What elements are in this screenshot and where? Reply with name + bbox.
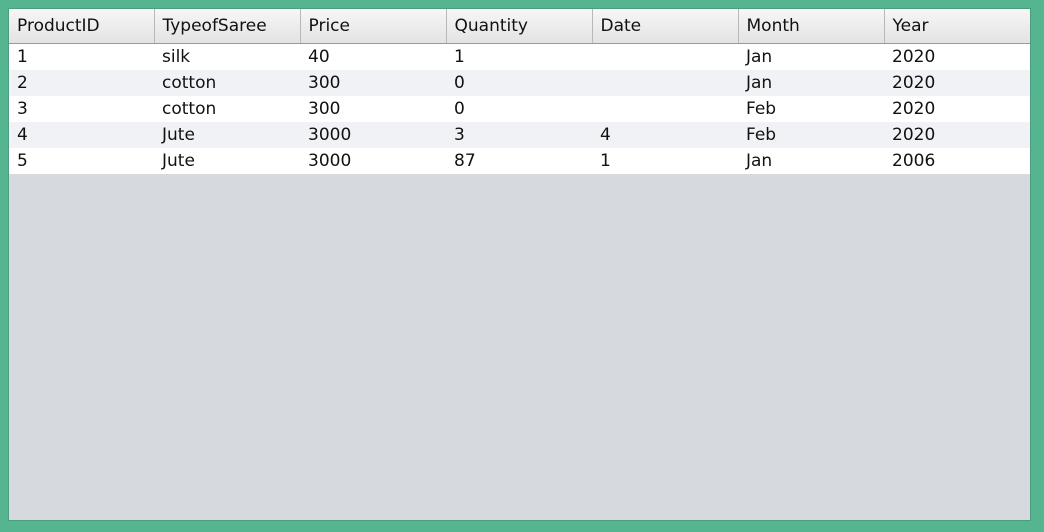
column-header-typeofsaree[interactable]: TypeofSaree [154, 9, 301, 44]
column-header-productid[interactable]: ProductID [9, 9, 155, 44]
column-header-date[interactable]: Date [592, 9, 739, 44]
table-row[interactable]: 4 Jute 3000 3 4 Feb 2020 [9, 122, 1030, 148]
cell-month[interactable]: Jan [738, 148, 884, 174]
cell-quantity[interactable]: 0 [446, 70, 592, 96]
cell-date[interactable]: 1 [592, 148, 738, 174]
cell-year[interactable]: 2020 [884, 70, 1030, 96]
cell-quantity[interactable]: 3 [446, 122, 592, 148]
cell-quantity[interactable]: 1 [446, 43, 592, 70]
cell-year[interactable]: 2020 [884, 122, 1030, 148]
cell-typeofsaree[interactable]: silk [154, 43, 300, 70]
cell-date[interactable] [592, 96, 738, 122]
cell-date[interactable]: 4 [592, 122, 738, 148]
table-row[interactable]: 5 Jute 3000 87 1 Jan 2006 [9, 148, 1030, 174]
cell-month[interactable]: Feb [738, 122, 884, 148]
cell-price[interactable]: 40 [300, 43, 446, 70]
column-header-year[interactable]: Year [884, 9, 1030, 44]
cell-productid[interactable]: 5 [9, 148, 154, 174]
table-row[interactable]: 2 cotton 300 0 Jan 2020 [9, 70, 1030, 96]
saree-table: ProductID TypeofSaree Price Quantity Dat… [9, 9, 1030, 174]
cell-typeofsaree[interactable]: Jute [154, 148, 300, 174]
cell-date[interactable] [592, 43, 738, 70]
cell-typeofsaree[interactable]: Jute [154, 122, 300, 148]
cell-productid[interactable]: 3 [9, 96, 154, 122]
cell-month[interactable]: Feb [738, 96, 884, 122]
cell-price[interactable]: 3000 [300, 148, 446, 174]
cell-typeofsaree[interactable]: cotton [154, 70, 300, 96]
column-header-price[interactable]: Price [300, 9, 447, 44]
cell-price[interactable]: 3000 [300, 122, 446, 148]
cell-productid[interactable]: 1 [9, 43, 154, 70]
cell-typeofsaree[interactable]: cotton [154, 96, 300, 122]
cell-price[interactable]: 300 [300, 70, 446, 96]
cell-month[interactable]: Jan [738, 70, 884, 96]
cell-productid[interactable]: 4 [9, 122, 154, 148]
cell-productid[interactable]: 2 [9, 70, 154, 96]
cell-year[interactable]: 2006 [884, 148, 1030, 174]
table-header-row: ProductID TypeofSaree Price Quantity Dat… [9, 9, 1030, 44]
column-header-quantity[interactable]: Quantity [446, 9, 593, 44]
cell-month[interactable]: Jan [738, 43, 884, 70]
cell-year[interactable]: 2020 [884, 43, 1030, 70]
table-row[interactable]: 3 cotton 300 0 Feb 2020 [9, 96, 1030, 122]
column-header-month[interactable]: Month [738, 9, 885, 44]
table-row[interactable]: 1 silk 40 1 Jan 2020 [9, 43, 1030, 70]
cell-quantity[interactable]: 0 [446, 96, 592, 122]
cell-quantity[interactable]: 87 [446, 148, 592, 174]
cell-price[interactable]: 300 [300, 96, 446, 122]
cell-date[interactable] [592, 70, 738, 96]
cell-year[interactable]: 2020 [884, 96, 1030, 122]
table-panel: ProductID TypeofSaree Price Quantity Dat… [9, 9, 1030, 520]
